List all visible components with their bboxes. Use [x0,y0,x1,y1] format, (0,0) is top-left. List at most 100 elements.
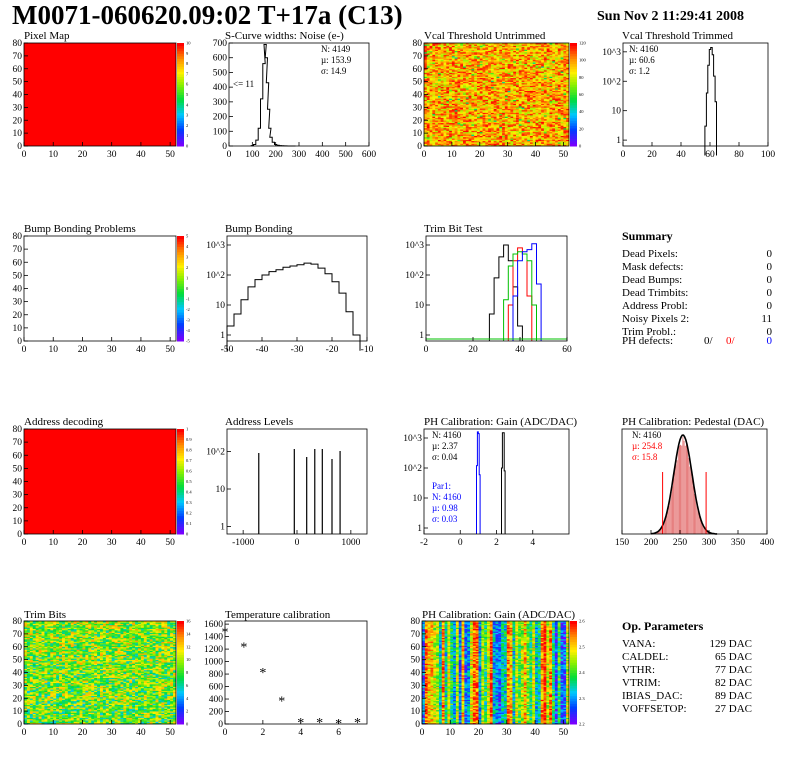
heatmap-cell [496,120,500,122]
heatmap-cell [513,44,517,46]
heatmap-cell [560,66,564,68]
heatmap-cell [532,52,536,54]
heatmap-cell [465,143,469,146]
heatmap-cell [566,133,570,135]
heatmap-cell [535,89,539,91]
heatmap-cell [518,129,522,131]
heatmap-cell [476,48,481,50]
heatmap-cell [502,140,506,143]
heatmap-cell [468,79,472,81]
heatmap-cell [440,44,444,46]
heatmap-cell [446,61,450,63]
heatmap-cell [432,43,436,45]
x-tick-label: -50 [221,345,234,355]
heatmap-cell [468,144,472,147]
heatmap-cell [493,53,497,55]
heatmap-cell [563,52,567,54]
heatmap-cell [513,93,517,95]
heatmap-cell [496,62,500,64]
heatmap-cell [502,135,506,138]
heatmap-cell [499,138,503,140]
heatmap-cell [502,57,506,59]
color-scale-label: 20 [579,126,584,131]
heatmap-cell [426,131,430,134]
heatmap-cell [440,88,444,90]
heatmap-cell [557,79,561,81]
heatmap-cells [424,43,570,147]
heatmap-cell [435,75,439,77]
heatmap-cell [560,61,564,63]
heatmap-cell [507,50,511,53]
heatmap-cell [541,80,545,82]
heatmap-cell [543,138,547,140]
heatmap-cell [552,134,556,136]
heatmap-cell [546,53,550,55]
heatmap-cell [460,45,464,48]
heatmap-cell [485,95,489,98]
heatmap-cell [496,50,500,53]
heatmap-cell [555,135,559,138]
heatmap-cell [555,115,559,117]
heatmap-cell [443,91,447,94]
heatmap-cell [538,94,542,97]
heatmap-cell [504,99,508,102]
heatmap-cell [437,126,442,129]
heatmap-cell [524,68,528,71]
stats-sigma: σ: 15.8 [632,452,658,462]
heatmap-cell [463,73,467,76]
heatmap-cell [429,76,433,79]
heatmap-cell [532,76,536,79]
heatmap-cell [468,76,472,79]
heatmap-cell [488,43,492,45]
heatmap-cell [476,71,481,73]
x-tick-label: 10 [48,538,58,548]
heatmap-cell [440,126,444,129]
heatmap-cell [457,55,461,58]
heatmap-cell [529,106,534,108]
heatmap-cell [446,142,450,144]
heatmap-cell [463,86,467,89]
heatmap-cell [493,130,497,133]
color-scale-step [570,97,577,101]
heatmap-cell [485,111,489,113]
heatmap-cell [490,138,495,140]
heatmap-cell [454,54,458,57]
heatmap-cell [457,62,461,64]
heatmap-cell [566,103,570,106]
x-tick-label: 20 [78,345,88,355]
heatmap-cell [493,133,497,135]
heatmap-cell [485,49,489,52]
heatmap-cell [474,57,478,59]
color-scale-label: 0.4 [186,490,192,495]
heatmap-cell [546,138,550,140]
heatmap-cell [529,66,534,68]
heatmap-cell [446,46,450,49]
heatmap-cell [449,81,453,84]
heatmap-cell [499,100,503,103]
heatmap-cell [504,117,508,120]
heatmap-cell [552,64,556,67]
color-scale-step [177,104,184,108]
heatmap-cell [26,658,31,660]
y-tick-label: 60 [413,65,423,75]
heatmap-cell [538,126,542,129]
color-scale-step [570,94,577,98]
heatmap-cell [476,66,481,68]
heatmap-cell [474,49,478,52]
heatmap-cell [510,93,514,95]
heatmap-cell [538,116,542,118]
heatmap-cell [476,113,481,116]
heatmap-cell [543,133,547,135]
heatmap-cell [552,106,556,108]
heatmap-cell [527,61,531,63]
heatmap-cell [546,113,550,116]
heatmap-cell [440,136,444,139]
heatmap-cell [457,118,461,121]
heatmap-cell [446,139,450,142]
heatmap-cell [457,49,461,52]
heatmap-cell [490,99,495,102]
heatmap-cell [476,122,481,125]
heatmap-cell [513,112,517,115]
heatmap-cell [507,99,511,102]
